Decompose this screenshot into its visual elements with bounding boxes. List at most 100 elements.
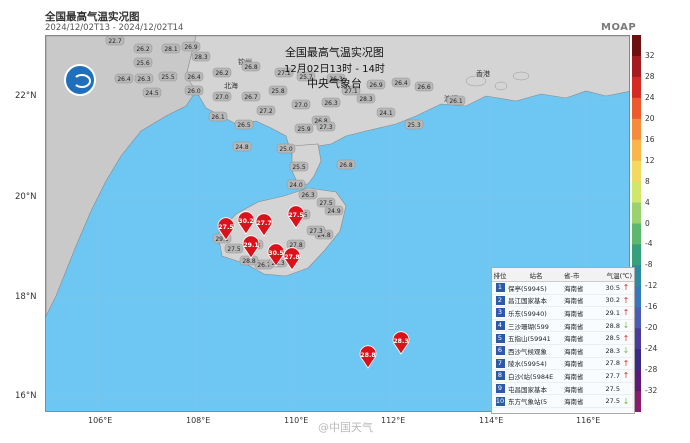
colorbar-label: -28 — [645, 365, 658, 375]
colorbar-segment — [632, 370, 641, 392]
legend-province: 海南省 — [564, 335, 584, 344]
colorbar-segment — [632, 265, 641, 287]
station-label: 26.4 — [114, 73, 134, 84]
svg-text:26.8: 26.8 — [339, 162, 353, 169]
legend-header-temp: 气温(℃) — [606, 271, 632, 280]
max-temp-pin[interactable]: 27.8 — [283, 247, 301, 271]
max-temp-pin[interactable]: 28.3 — [392, 331, 410, 355]
legend-row: 4 三沙珊瑚(599 海南省 28.8 ↓ — [492, 320, 634, 333]
overlay-agency: 中央气象台 — [306, 77, 362, 90]
svg-text:29.1: 29.1 — [215, 236, 229, 243]
legend-temp: 30.2 — [605, 296, 620, 305]
svg-text:28.3: 28.3 — [194, 54, 208, 61]
legend-temp: 27.5 — [605, 384, 620, 393]
colorbar-label: 16 — [645, 134, 655, 144]
legend-province: 海南省 — [564, 360, 584, 369]
legend-temp: 28.8 — [605, 321, 620, 330]
svg-text:27.7: 27.7 — [256, 220, 271, 227]
station-label: 26.0 — [184, 85, 204, 96]
svg-text:26.4: 26.4 — [394, 80, 408, 87]
colorbar-segment — [632, 286, 641, 308]
lat-label-18: 18°N — [15, 292, 37, 302]
svg-text:28.3: 28.3 — [393, 338, 408, 345]
cma-logo — [64, 64, 96, 96]
svg-text:24.0: 24.0 — [289, 182, 303, 189]
max-temp-pin[interactable]: 27.5 — [217, 217, 235, 241]
lat-label-22: 22°N — [15, 91, 37, 101]
legend-header: 排位 站名 省-市 气温(℃) — [492, 268, 634, 282]
legend-row: 2 昌江国家基本 海南省 30.2 ↑ — [492, 295, 634, 308]
colorbar-label: -4 — [645, 239, 653, 249]
legend-row: 6 西沙气候观象 海南省 28.3 ↓ — [492, 345, 634, 358]
lon-label-116: 116°E — [576, 416, 601, 425]
max-temp-pin[interactable]: 30.2 — [237, 211, 255, 235]
colorbar-segment — [632, 391, 641, 412]
station-label: 26.7 — [241, 91, 261, 102]
trend-arrow-icon: ↑ — [622, 371, 630, 381]
station-label: 26.4 — [184, 71, 204, 82]
legend-row: 3 乐东(59940) 海南省 29.1 ↑ — [492, 307, 634, 320]
colorbar-label: 28 — [645, 71, 655, 81]
svg-text:25.8: 25.8 — [271, 88, 285, 95]
max-temp-pin[interactable]: 28.8 — [359, 345, 377, 369]
legend-rank: 8 — [492, 371, 508, 381]
colorbar-label: 20 — [645, 113, 655, 123]
svg-text:27.5: 27.5 — [319, 200, 333, 207]
station-label: 24.5 — [142, 87, 162, 98]
map-area[interactable]: 香港 澳门 钦州 北海 22.726.225.628.126.928.326.4… — [45, 35, 630, 412]
svg-text:27.8: 27.8 — [289, 242, 303, 249]
legend-province: 海南省 — [564, 322, 584, 331]
colorbar-segment — [632, 202, 641, 224]
colorbar-label: 12 — [645, 155, 655, 165]
svg-text:30.2: 30.2 — [238, 218, 253, 225]
svg-text:27.5: 27.5 — [288, 212, 303, 219]
colorbar-segment — [632, 223, 641, 245]
svg-text:26.3: 26.3 — [329, 76, 343, 83]
legend-rank: 1 — [492, 283, 508, 293]
station-label: 25.8 — [268, 85, 288, 96]
station-label: 27.5 — [316, 197, 336, 208]
legend-station: 白沙(站(5984E — [508, 372, 554, 381]
legend-header-rank: 排位 — [493, 271, 507, 280]
svg-text:28.8: 28.8 — [360, 352, 375, 359]
station-label: 27.3 — [316, 121, 336, 132]
trend-arrow-icon: ↓ — [622, 346, 630, 356]
svg-text:27.1: 27.1 — [344, 88, 358, 95]
svg-text:26.0: 26.0 — [187, 88, 201, 95]
station-label: 26.5 — [234, 119, 254, 130]
legend-temp: 27.8 — [605, 359, 620, 368]
station-label: 24.0 — [286, 179, 306, 190]
legend-row: 1 保亭(59945) 海南省 30.5 ↑ — [492, 282, 634, 295]
max-temp-pin[interactable]: 29.1 — [242, 235, 260, 259]
colorbar-segment — [632, 139, 641, 162]
legend-province: 海南省 — [564, 284, 584, 293]
station-label: 25.3 — [404, 119, 424, 130]
station-label: 26.1 — [208, 111, 228, 122]
place-hongkong: 香港 — [476, 69, 490, 78]
time-range: 2024/12/02T13 - 2024/12/02T14 — [45, 23, 184, 33]
svg-text:24.1: 24.1 — [379, 110, 393, 117]
legend-temp: 28.3 — [605, 346, 620, 355]
max-temp-pin[interactable]: 30.5 — [267, 243, 285, 267]
colorbar-segment — [632, 97, 641, 120]
legend-row: 8 白沙(站(5984E 海南省 27.7 ↑ — [492, 370, 634, 383]
svg-text:25.0: 25.0 — [279, 146, 293, 153]
colorbar-segment — [632, 55, 641, 78]
station-label: 26.9 — [181, 41, 201, 52]
trend-arrow-icon: ↑ — [622, 283, 630, 293]
overlay-subtitle: 12月02日13时 - 14时 — [284, 64, 385, 75]
max-temp-pin[interactable]: 27.5 — [287, 205, 305, 229]
legend-rank: 3 — [492, 308, 508, 318]
station-label: 26.3 — [321, 97, 341, 108]
legend-row: 10 东方气象站(5 海南省 27.5 ↓ — [492, 395, 634, 408]
station-label: 27.1 — [341, 85, 361, 96]
colorbar-label: 8 — [645, 176, 650, 186]
legend-temp: 30.5 — [605, 283, 620, 292]
trend-arrow-icon: ↑ — [622, 333, 630, 343]
legend-rank: 10 — [495, 396, 505, 406]
legend-station: 昌江国家基本 — [508, 297, 547, 306]
max-temp-pin[interactable]: 27.7 — [255, 213, 273, 237]
svg-text:24.5: 24.5 — [145, 90, 159, 97]
station-labels: 22.7 26.2 25.6 28.1 26.9 28.3 26.4 26.3 25.5 26.4… — [105, 36, 466, 270]
legend-province: 海南省 — [564, 385, 584, 394]
